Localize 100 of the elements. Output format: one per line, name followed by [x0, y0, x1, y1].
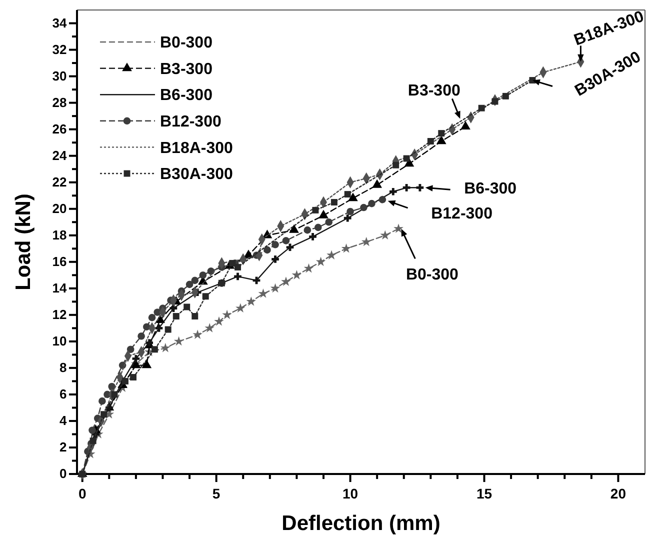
y-tick-label: 30: [52, 68, 67, 84]
x-tick-label: 20: [610, 485, 626, 502]
point: [416, 184, 424, 192]
point: [192, 313, 198, 320]
point: [361, 236, 372, 246]
point: [229, 260, 236, 266]
point: [312, 206, 319, 214]
point: [281, 276, 291, 286]
point: [372, 179, 382, 188]
x-axis-title: Deflection (mm): [282, 512, 440, 535]
point: [204, 323, 215, 332]
annotation: B0-300: [406, 266, 459, 284]
y-tick-label: 28: [52, 94, 67, 110]
point: [378, 196, 386, 204]
point: [258, 288, 268, 298]
legend-label: B12-300: [160, 114, 222, 130]
point: [222, 310, 232, 320]
point: [264, 246, 271, 254]
point: [246, 296, 256, 306]
point: [142, 360, 152, 368]
point: [98, 397, 106, 405]
point: [318, 210, 328, 218]
point: [132, 354, 140, 362]
legend-label: B18A-300: [160, 140, 234, 157]
point: [174, 336, 184, 346]
point: [191, 276, 199, 284]
y-tick-label: 6: [59, 386, 67, 402]
point: [330, 198, 338, 206]
y-tick-label: 8: [59, 360, 67, 376]
point: [492, 98, 498, 105]
legend-label: B0-300: [160, 34, 213, 52]
point: [202, 293, 209, 300]
point: [309, 233, 316, 240]
point: [170, 304, 178, 312]
point: [122, 378, 128, 384]
point: [111, 391, 118, 398]
legend-label: B6-300: [160, 87, 213, 104]
point: [403, 155, 410, 162]
point: [192, 330, 202, 339]
y-tick-label: 18: [52, 228, 67, 243]
y-tick-label: 32: [52, 42, 67, 57]
point: [460, 120, 470, 130]
point: [502, 92, 509, 100]
annotation: B3-300: [408, 82, 460, 100]
y-tick-label: 22: [52, 174, 67, 190]
x-tick-label: 10: [342, 485, 358, 502]
point: [138, 332, 145, 340]
legend-label: B30A-300: [160, 166, 234, 184]
point: [172, 313, 180, 320]
point: [155, 324, 163, 332]
point: [344, 191, 351, 198]
y-tick-label: 12: [52, 307, 67, 322]
x-tick-label: 15: [476, 485, 492, 502]
point: [151, 346, 158, 353]
x-tick-label: 0: [78, 485, 86, 502]
y-tick-label: 26: [52, 121, 67, 136]
point: [438, 130, 445, 137]
point: [164, 326, 172, 333]
point: [214, 316, 224, 326]
point: [316, 256, 326, 266]
point: [325, 218, 333, 226]
point: [143, 323, 150, 330]
point: [236, 303, 246, 312]
point: [344, 214, 352, 222]
point: [286, 244, 294, 251]
point: [380, 230, 390, 240]
point: [270, 283, 280, 293]
legend-label: B3-300: [160, 60, 213, 78]
point: [341, 243, 352, 253]
point: [234, 272, 242, 280]
point: [394, 224, 404, 233]
point: [100, 411, 108, 418]
y-tick-label: 0: [59, 466, 67, 482]
point: [282, 237, 290, 244]
y-tick-label: 24: [52, 148, 68, 163]
y-tick-label: 2: [59, 440, 67, 455]
point: [360, 204, 368, 212]
y-tick-label: 10: [52, 334, 67, 349]
point: [348, 192, 358, 202]
point: [304, 263, 314, 273]
point: [326, 250, 336, 260]
point: [427, 138, 434, 144]
y-axis-title: Load (kN): [12, 194, 35, 290]
annotation: B12-300: [431, 206, 493, 223]
point: [368, 200, 376, 208]
x-tick-label: 5: [212, 485, 220, 502]
point: [272, 256, 279, 263]
y-tick-label: 34: [52, 15, 68, 30]
point: [392, 162, 400, 168]
point: [108, 382, 116, 390]
point: [314, 224, 322, 232]
y-tick-label: 16: [52, 254, 67, 270]
y-tick-label: 14: [52, 280, 68, 296]
point: [130, 374, 137, 380]
point: [126, 346, 134, 354]
point: [186, 280, 194, 288]
y-tick-label: 20: [52, 201, 67, 216]
point: [199, 271, 207, 279]
point: [436, 136, 446, 144]
point: [88, 426, 96, 434]
